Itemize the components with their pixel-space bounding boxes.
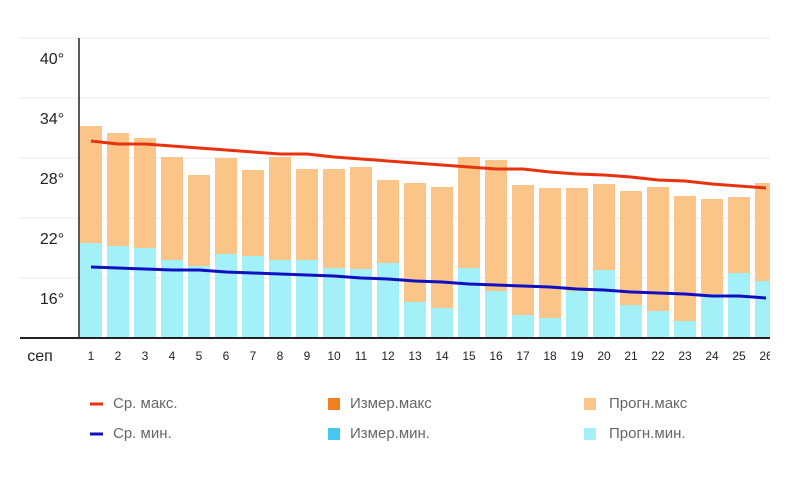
x-tick-label: 2 bbox=[115, 349, 122, 363]
bar bbox=[215, 254, 237, 338]
legend-swatch bbox=[584, 428, 596, 440]
x-tick-label: 1 bbox=[88, 349, 95, 363]
bar bbox=[80, 243, 102, 338]
bar bbox=[242, 256, 264, 338]
bar bbox=[323, 268, 345, 338]
x-tick-label: 24 bbox=[705, 349, 719, 363]
legend-swatch bbox=[328, 398, 340, 410]
legend-label: Измер.мин. bbox=[350, 425, 430, 442]
legend-label: Измер.макс bbox=[350, 395, 432, 412]
legend-label: Ср. макс. bbox=[113, 395, 178, 412]
bar bbox=[512, 185, 534, 338]
x-tick-label: 3 bbox=[142, 349, 149, 363]
legend-label: Прогн.макс bbox=[609, 395, 688, 412]
x-tick-label: 6 bbox=[223, 349, 230, 363]
x-tick-label: 23 bbox=[678, 349, 692, 363]
x-tick-label: 5 bbox=[196, 349, 203, 363]
bar bbox=[620, 191, 642, 338]
x-tick-label: 20 bbox=[597, 349, 611, 363]
bar bbox=[431, 308, 453, 338]
x-tick-label: 16 bbox=[489, 349, 503, 363]
x-tick-label: 9 bbox=[304, 349, 311, 363]
x-tick-label: 8 bbox=[277, 349, 284, 363]
y-tick-label: 34° bbox=[40, 111, 64, 128]
line bbox=[90, 139, 767, 190]
bar bbox=[566, 291, 588, 338]
bar bbox=[134, 248, 156, 338]
x-tick-label: 14 bbox=[435, 349, 449, 363]
x-tick-label: 26 bbox=[759, 349, 773, 363]
x-tick-label: 11 bbox=[355, 349, 368, 363]
bar bbox=[512, 315, 534, 338]
line bbox=[90, 265, 767, 300]
x-tick-label: 13 bbox=[408, 349, 422, 363]
x-tick-label: 7 bbox=[250, 349, 257, 363]
bar bbox=[647, 311, 669, 338]
bar bbox=[377, 263, 399, 338]
x-tick-label: 17 bbox=[516, 349, 530, 363]
bar bbox=[188, 266, 210, 338]
bar bbox=[728, 273, 750, 338]
plot-area: 16°22°28°34°40°1 2 3 4 5 6 7 8 9 10 11 12 13 14 15 16 17… bbox=[20, 37, 773, 363]
bar bbox=[485, 291, 507, 338]
bar bbox=[701, 294, 723, 338]
x-axis-label: сеп bbox=[27, 348, 53, 365]
x-tick-label: 4 bbox=[169, 349, 176, 363]
bar bbox=[107, 246, 129, 338]
bar bbox=[674, 321, 696, 338]
bar bbox=[350, 269, 372, 338]
x-tick-label: 25 bbox=[732, 349, 746, 363]
bar bbox=[755, 281, 770, 338]
bar bbox=[404, 183, 426, 338]
bar bbox=[674, 196, 696, 338]
y-tick-label: 16° bbox=[40, 291, 64, 308]
x-tick-label: 18 bbox=[543, 349, 557, 363]
y-tick-label: 28° bbox=[40, 171, 64, 188]
x-tick-label: 12 bbox=[381, 349, 395, 363]
y-tick-label: 22° bbox=[40, 231, 64, 248]
bar bbox=[647, 187, 669, 338]
bar bbox=[458, 268, 480, 338]
x-tick-label: 15 bbox=[462, 349, 476, 363]
legend-label: Ср. мин. bbox=[113, 425, 172, 442]
bar bbox=[539, 188, 561, 338]
bar bbox=[296, 260, 318, 338]
legend-label: Прогн.мин. bbox=[609, 425, 686, 442]
bar bbox=[404, 302, 426, 338]
x-tick-label: 21 bbox=[624, 349, 638, 363]
bar bbox=[431, 187, 453, 338]
y-tick-label: 40° bbox=[40, 51, 64, 68]
bar bbox=[620, 305, 642, 338]
x-tick-label: 10 bbox=[327, 349, 341, 363]
bar bbox=[269, 260, 291, 338]
x-tick-label: 22 bbox=[651, 349, 665, 363]
x-tick-label: 19 bbox=[570, 349, 584, 363]
bar bbox=[593, 270, 615, 338]
bar bbox=[539, 318, 561, 338]
legend-swatch bbox=[328, 428, 340, 440]
bar bbox=[161, 260, 183, 338]
legend-swatch bbox=[584, 398, 596, 410]
